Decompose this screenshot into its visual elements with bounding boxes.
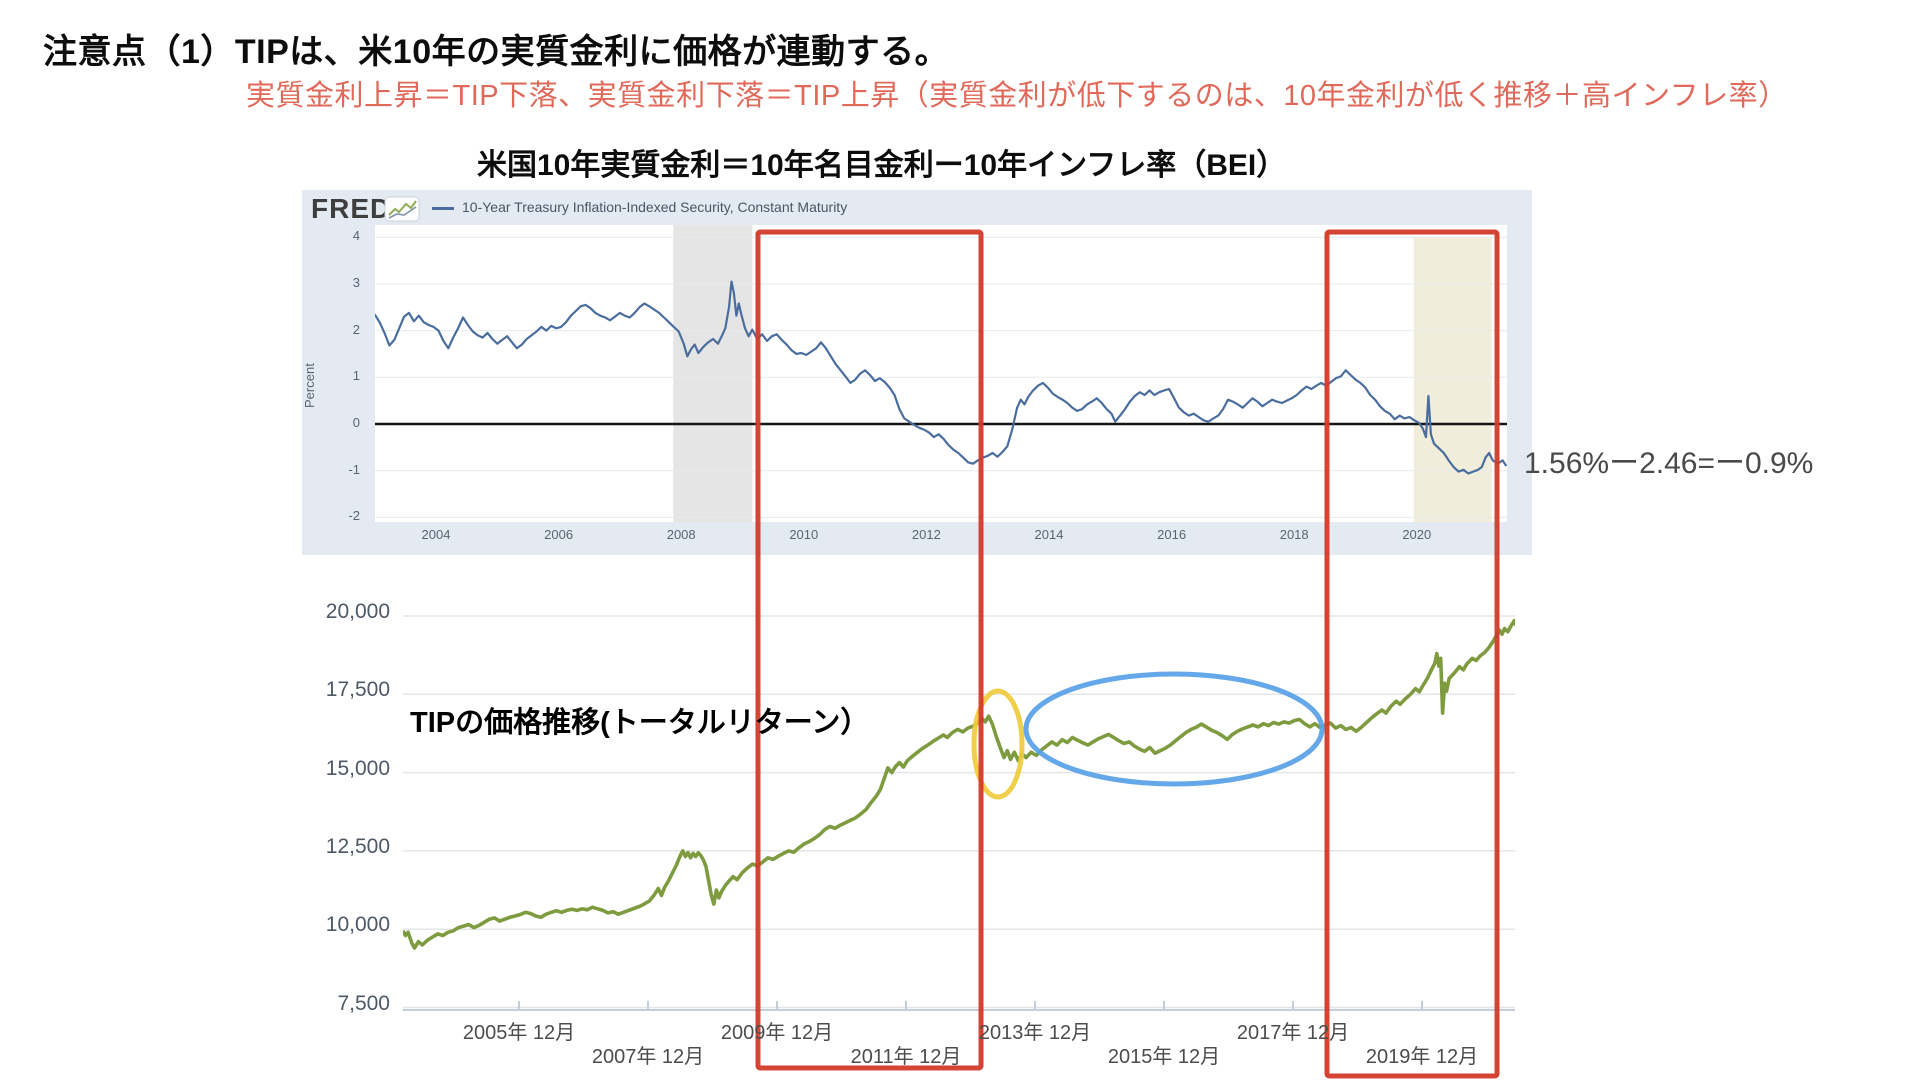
- blue-ellipse-annotation: [1023, 671, 1325, 787]
- highlight-rect-2019-2021: [1324, 229, 1500, 1079]
- fred-logo-text: FRED: [311, 193, 392, 224]
- recession-band-2008: [673, 225, 753, 522]
- fred-sparkline-icon: [384, 196, 420, 222]
- tip-series-label: TIPの価格推移(トータルリターン）: [410, 707, 870, 739]
- highlight-rect-2010-2012-texture: [755, 232, 984, 1068]
- fred-chart-heading: 米国10年実質金利＝10年名目金利ー10年インフレ率（BEI）: [477, 149, 1287, 182]
- yellow-ellipse-annotation: [971, 688, 1025, 800]
- fred-plot-area: [375, 225, 1507, 522]
- red-note-subtitle: 実質金利上昇＝TIP下落、実質金利下落＝TIP上昇（実質金利が低下するのは、10…: [246, 80, 1788, 112]
- highlight-band-2020: [1413, 237, 1492, 522]
- page-title: 注意点（1）TIPは、米10年の実質金利に価格が連動する。: [43, 33, 950, 71]
- tip-series-line: [403, 618, 1515, 950]
- highlight-rect-2010-2012: [755, 229, 984, 1071]
- fred-logo: FRED®: [311, 193, 400, 225]
- calc-annotation: 1.56%ー2.46=ー0.9%: [1524, 447, 1814, 480]
- fred-legend-label: 10-Year Treasury Inflation-Indexed Secur…: [462, 199, 848, 215]
- fred-y-axis-title: Percent: [302, 363, 317, 408]
- highlight-rect-2019-2021-texture: [1324, 232, 1500, 1076]
- legend-line-swatch: [432, 207, 454, 210]
